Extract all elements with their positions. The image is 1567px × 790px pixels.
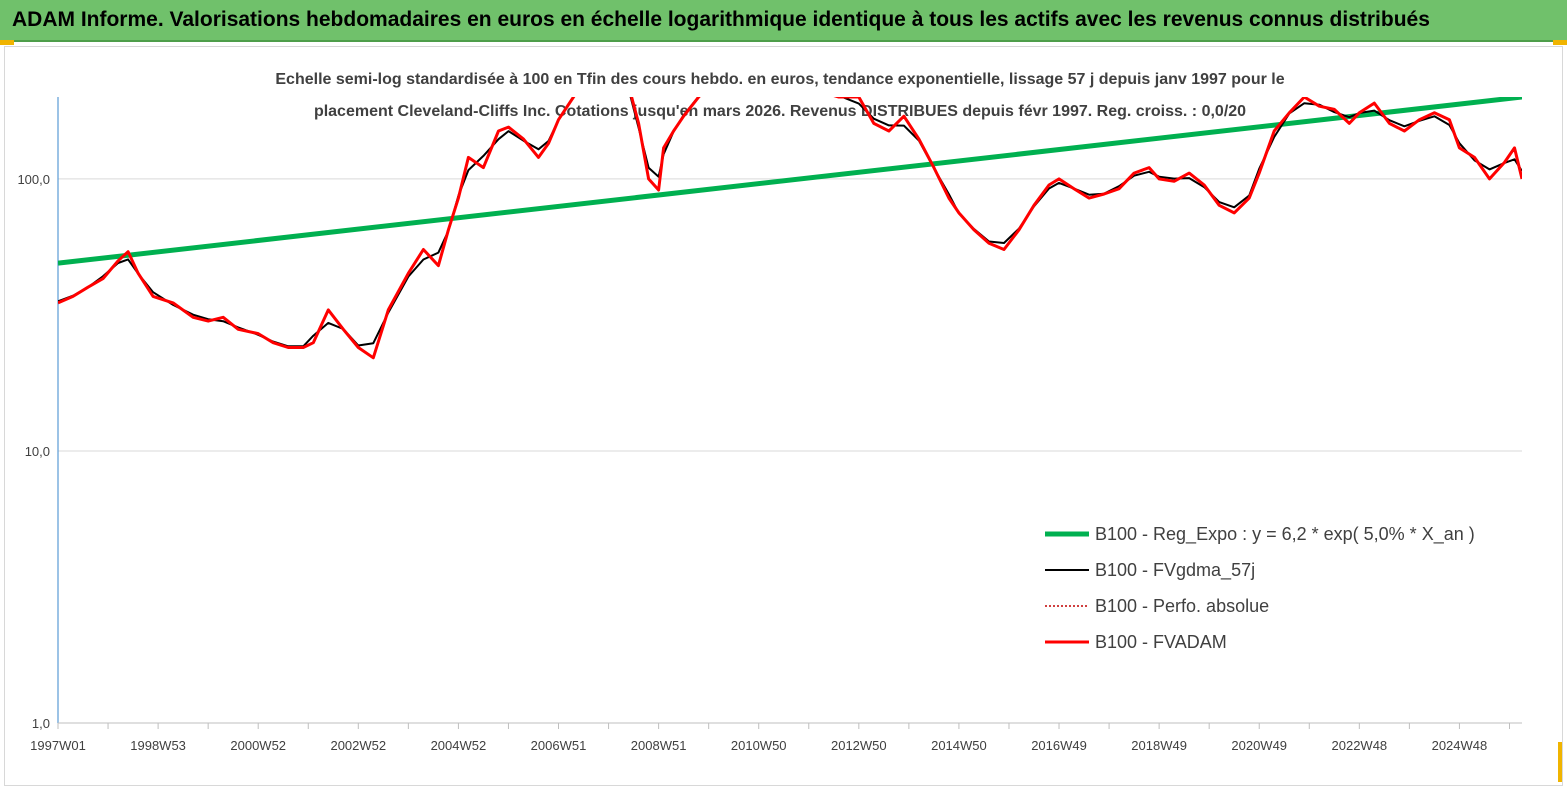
x-tick-label: 2022W48 bbox=[1332, 738, 1388, 753]
x-tick-label: 2008W51 bbox=[631, 738, 687, 753]
corner-marker-bottom-right bbox=[1558, 742, 1563, 782]
x-tick-label: 2006W51 bbox=[531, 738, 587, 753]
report-title: ADAM Informe. Valorisations hebdomadaire… bbox=[12, 8, 1430, 31]
x-tick-label: 2024W48 bbox=[1432, 738, 1488, 753]
chart-subtitle-line-2: placement Cleveland-Cliffs Inc. Cotation… bbox=[314, 103, 1246, 120]
corner-marker-top-left bbox=[0, 40, 14, 45]
x-tick-label: 2018W49 bbox=[1131, 738, 1187, 753]
x-tick-label: 2020W49 bbox=[1231, 738, 1287, 753]
x-tick-label: 2014W50 bbox=[931, 738, 987, 753]
y-tick-label: 1,0 bbox=[32, 716, 50, 731]
x-tick-label: 1997W01 bbox=[30, 738, 86, 753]
x-tick-label: 2000W52 bbox=[230, 738, 286, 753]
x-tick-label: 2016W49 bbox=[1031, 738, 1087, 753]
x-tick-label: 2004W52 bbox=[431, 738, 487, 753]
chart-frame bbox=[4, 46, 1563, 786]
report-header: ADAM Informe. Valorisations hebdomadaire… bbox=[0, 0, 1567, 42]
y-tick-label: 10,0 bbox=[25, 444, 50, 459]
chart-subtitle-line-1: Echelle semi-log standardisée à 100 en T… bbox=[275, 71, 1284, 88]
legend-label-fvadam: B100 - FVADAM bbox=[1095, 632, 1227, 652]
x-tick-label: 2010W50 bbox=[731, 738, 787, 753]
legend-label-regression: B100 - Reg_Expo : y = 6,2 * exp( 5,0% * … bbox=[1095, 524, 1475, 545]
x-tick-label: 2012W50 bbox=[831, 738, 887, 753]
series-regression-line bbox=[58, 97, 1522, 266]
corner-marker-top-right bbox=[1553, 40, 1567, 45]
y-tick-label: 100,0 bbox=[17, 172, 50, 187]
legend-label-perfo: B100 - Perfo. absolue bbox=[1095, 596, 1269, 616]
x-tick-label: 2002W52 bbox=[330, 738, 386, 753]
series-fvadam-line bbox=[58, 97, 1522, 360]
x-tick-label: 1998W53 bbox=[130, 738, 186, 753]
legend-label-fvgdma: B100 - FVgdma_57j bbox=[1095, 560, 1255, 581]
plot-area: 1,0 10,0 100,0 1997W01 1998W53 2000W52 2002W52… bbox=[17, 97, 1522, 753]
